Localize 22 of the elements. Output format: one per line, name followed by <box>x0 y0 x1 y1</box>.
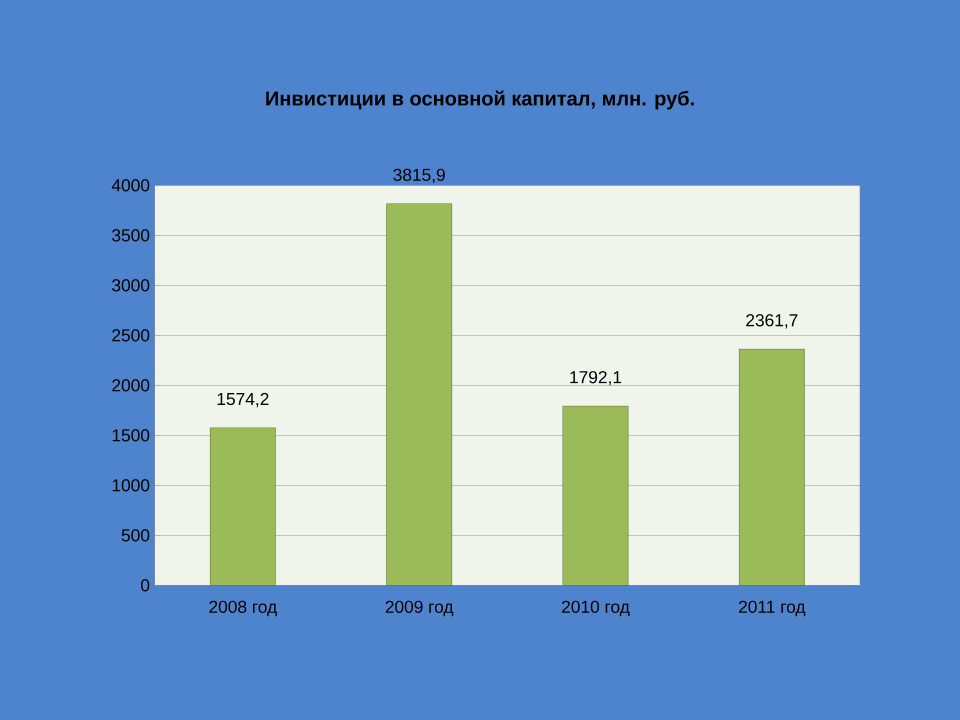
bar <box>386 203 452 586</box>
x-tick-label: 2009 год <box>386 600 454 616</box>
y-tick-label: 2000 <box>112 379 150 392</box>
bar <box>562 406 628 586</box>
y-tick-label: 1500 <box>112 429 150 442</box>
bar <box>210 428 276 586</box>
y-tick-label: 2500 <box>112 329 150 342</box>
y-tick-label: 1000 <box>112 479 150 492</box>
data-label: 1574,2 <box>218 392 268 408</box>
chart-title: Инвистиции в основной капитал, млн. руб. <box>266 90 694 110</box>
x-tick-label: 2008 год <box>209 600 277 616</box>
data-label: 2361,7 <box>746 314 798 328</box>
y-tick-label: 4000 <box>112 179 150 192</box>
y-tick-label: 0 <box>140 579 150 592</box>
y-tick-label: 3500 <box>112 229 150 242</box>
bar <box>738 348 805 586</box>
y-tick-label: 3000 <box>112 279 150 292</box>
y-tick-label: 500 <box>122 529 150 542</box>
data-label: 3815,9 <box>393 168 445 184</box>
x-tick-label: 2011 год <box>739 600 806 616</box>
data-label: 1792,1 <box>570 371 622 386</box>
x-tick-label: 2010 год <box>562 600 630 616</box>
